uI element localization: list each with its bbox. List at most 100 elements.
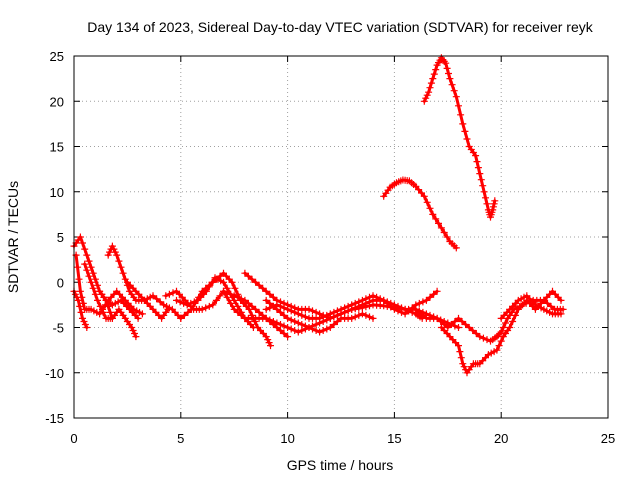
data-point: [94, 296, 101, 304]
data-point: [294, 319, 302, 327]
data-point: [188, 305, 195, 313]
data-point: [298, 311, 306, 319]
data-point: [472, 152, 480, 160]
data-point: [89, 269, 97, 277]
data-point: [87, 263, 95, 271]
y-tick-label: 10: [50, 185, 64, 200]
data-point: [419, 298, 427, 306]
data-point: [79, 314, 86, 322]
y-axis-label: SDTVAR / TECUs: [5, 181, 21, 293]
data-point: [96, 310, 104, 318]
data-point: [208, 278, 216, 286]
data-point: [433, 287, 441, 295]
data-point: [362, 303, 370, 311]
data-point: [366, 313, 373, 321]
y-tick-label: 5: [57, 230, 64, 245]
data-point: [262, 287, 270, 295]
data-point: [269, 318, 277, 325]
data-point: [362, 295, 370, 303]
data-point: [269, 302, 277, 310]
data-point: [149, 292, 157, 300]
data-point: [223, 284, 231, 292]
data-point: [291, 308, 299, 316]
data-point: [291, 327, 299, 334]
data-point: [85, 257, 93, 265]
data-point: [479, 334, 487, 342]
data-point: [423, 91, 431, 99]
data-point: [96, 302, 104, 310]
data-point: [309, 325, 316, 333]
data-point: [301, 322, 309, 330]
series-track-e: [104, 242, 185, 322]
data-point: [323, 325, 331, 333]
data-point: [348, 301, 356, 309]
x-axis-label: GPS time / hours: [287, 457, 394, 473]
data-point: [442, 59, 450, 67]
data-point: [111, 248, 119, 256]
data-point: [277, 302, 284, 310]
y-tick-label: -10: [45, 366, 64, 381]
data-point: [447, 321, 455, 328]
data-point: [316, 328, 324, 336]
data-point: [119, 269, 127, 277]
data-point: [450, 87, 458, 95]
y-tick-label: 0: [57, 275, 64, 290]
data-point: [223, 293, 231, 301]
data-point: [262, 333, 270, 341]
data-point: [455, 342, 462, 350]
x-tick-label: 20: [494, 431, 508, 446]
data-point: [280, 304, 288, 312]
data-point: [117, 263, 125, 271]
x-tick-label: 0: [70, 431, 77, 446]
data-point: [476, 333, 484, 341]
data-point: [81, 321, 89, 328]
data-point: [202, 287, 210, 295]
data-point: [482, 194, 489, 202]
data-point: [423, 198, 431, 206]
data-point: [230, 305, 238, 313]
data-point: [376, 295, 384, 303]
data-point: [132, 333, 140, 341]
data-point: [113, 251, 121, 259]
data-point: [76, 233, 84, 241]
data-point: [461, 127, 469, 135]
data-point: [89, 284, 97, 292]
data-point: [165, 290, 173, 298]
data-point: [153, 295, 161, 303]
data-point: [457, 354, 465, 362]
data-point: [426, 311, 434, 319]
data-point: [422, 94, 430, 102]
data-point: [237, 311, 245, 319]
data-point: [277, 327, 284, 334]
data-point: [280, 330, 288, 337]
data-point: [294, 310, 302, 318]
data-point: [231, 284, 239, 292]
data-point: [265, 339, 273, 347]
data-point: [198, 305, 206, 313]
data-point: [465, 324, 473, 331]
data-point: [106, 308, 114, 316]
data-point: [437, 318, 445, 325]
data-point: [80, 318, 88, 325]
data-point: [490, 200, 498, 208]
data-point: [418, 314, 426, 322]
data-point: [187, 299, 195, 307]
data-point: [426, 204, 434, 212]
series-track-f: [96, 287, 140, 341]
data-point: [298, 327, 306, 334]
data-point: [437, 224, 445, 232]
data-point: [358, 296, 366, 304]
data-point: [273, 319, 281, 327]
data-point: [156, 298, 164, 306]
data-point: [344, 302, 352, 310]
data-point: [457, 111, 465, 119]
data-point: [312, 308, 320, 316]
data-point: [369, 314, 377, 322]
data-point: [202, 304, 210, 312]
data-point: [440, 229, 448, 236]
data-point: [83, 324, 91, 331]
data-point: [557, 310, 565, 318]
data-point: [452, 93, 460, 101]
axis-ticks: 0 5 10 15 20 25 -15 -10 -5 0 5 10 15 20 25: [45, 49, 615, 446]
y-tick-label: -15: [45, 411, 64, 426]
